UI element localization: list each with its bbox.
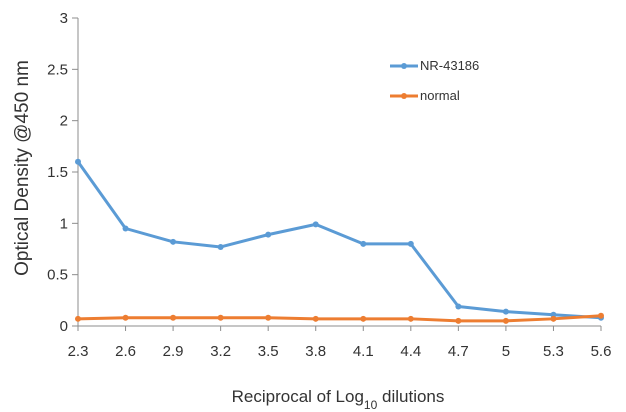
series-2-point — [360, 315, 367, 322]
x-tick-label: 2.6 — [115, 343, 136, 360]
x-axis-title-group: Reciprocal of Log10 dilutions — [232, 387, 445, 412]
series-1-point — [217, 243, 224, 250]
series-1-point — [360, 240, 367, 247]
y-tick-label: 1 — [60, 215, 68, 232]
x-axis-title-tail: dilutions — [377, 387, 444, 406]
series-2-point — [455, 317, 462, 324]
series-1-point — [122, 225, 129, 232]
x-tick-label: 5.6 — [591, 343, 612, 360]
x-tick-label: 3.5 — [258, 343, 279, 360]
y-ticks: 0 0.5 1 1.5 2 2.5 3 — [47, 10, 78, 335]
x-tick-label: 4.1 — [353, 343, 374, 360]
series-2-point — [122, 314, 129, 321]
series-2-point — [550, 315, 557, 322]
series-2-point — [407, 315, 414, 322]
series-line-2 — [77, 314, 602, 323]
y-tick-label: 3 — [60, 10, 68, 27]
y-tick-label: 0.5 — [47, 267, 68, 284]
x-tick-label: 4.4 — [400, 343, 421, 360]
series-2-point — [170, 314, 177, 321]
series-1-point — [75, 158, 81, 165]
series-1-point — [550, 311, 557, 318]
series-1-point — [455, 303, 462, 310]
y-axis-title: Optical Density @450 nm — [12, 60, 33, 276]
x-tick-label: 4.7 — [448, 343, 469, 360]
x-tick-label: 2.3 — [68, 343, 89, 360]
series-1-point — [407, 240, 414, 247]
x-tick-label: 2.9 — [163, 343, 184, 360]
y-tick-label: 2.5 — [47, 61, 68, 78]
series-2-point — [217, 314, 224, 321]
series-2-point — [75, 315, 81, 322]
legend-label: NR-43186 — [420, 58, 479, 73]
series-2-point — [265, 314, 272, 321]
y-tick-label: 0 — [60, 318, 68, 335]
legend-label: normal — [420, 88, 460, 103]
legend-swatch-marker — [401, 93, 407, 99]
x-axis-title-main: Reciprocal of Log — [232, 387, 364, 406]
x-axis-title-subscript: 10 — [364, 398, 378, 412]
series-1-point — [502, 308, 509, 315]
series-1-point — [312, 221, 319, 228]
series-group — [75, 158, 604, 324]
legend-swatch-marker — [401, 63, 407, 69]
x-tick-label: 3.2 — [210, 343, 231, 360]
series-2-point — [598, 312, 604, 319]
series-2-point — [312, 315, 319, 322]
series-1-point — [170, 238, 177, 245]
y-axis-title-group: Optical Density @450 nm — [12, 60, 33, 276]
x-ticks: 2.3 2.6 2.9 3.2 3.5 3.8 4.1 4.4 4.7 5 5.3 5.6 — [68, 326, 612, 360]
series-2-point — [502, 317, 509, 324]
series-line-1 — [76, 160, 602, 320]
x-tick-label: 5 — [502, 343, 510, 360]
y-tick-label: 1.5 — [47, 164, 68, 181]
x-tick-label: 3.8 — [305, 343, 326, 360]
series-1-point — [265, 231, 272, 238]
x-axis-title: Reciprocal of Log10 dilutions — [232, 387, 445, 412]
legend: NR-43186 normal — [390, 58, 479, 103]
y-tick-label: 2 — [60, 113, 68, 130]
x-tick-label: 5.3 — [543, 343, 564, 360]
axes — [77, 18, 601, 327]
